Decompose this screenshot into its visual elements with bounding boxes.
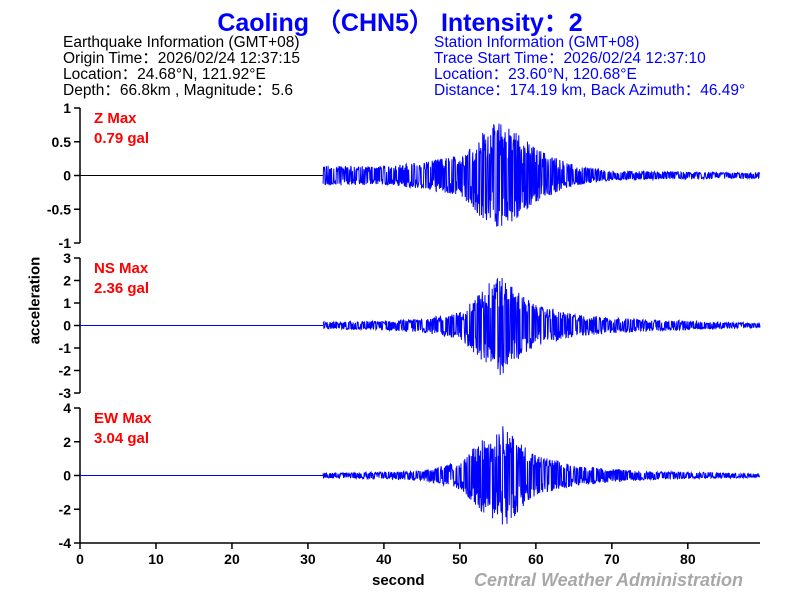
waveform-ew xyxy=(322,426,761,525)
x-tick-label: 60 xyxy=(528,551,544,567)
watermark: Central Weather Administration xyxy=(474,570,744,590)
eq-depth-magnitude: Depth：66.8km , Magnitude：5.6 xyxy=(63,82,294,99)
y-tick-label: -3 xyxy=(59,385,72,401)
y-tick-label: 1 xyxy=(63,100,71,116)
eq-origin-time: Origin Time：2026/02/24 12:37:15 xyxy=(63,50,300,67)
max-value: 3.04 gal xyxy=(94,430,149,447)
max-label: EW Max xyxy=(94,410,152,427)
station-trace-start: Trace Start Time：2026/02/24 12:37:10 xyxy=(434,50,706,67)
station-heading: Station Information (GMT+08) xyxy=(434,34,640,51)
station-location: Location：23.60°N, 120.68°E xyxy=(434,66,637,83)
y-tick-label: 3 xyxy=(63,250,71,266)
y-tick-label: -1 xyxy=(59,235,72,251)
y-tick-label: -2 xyxy=(59,363,72,379)
max-label: NS Max xyxy=(94,260,149,277)
x-tick-label: 30 xyxy=(300,551,316,567)
y-axis-label: acceleration xyxy=(26,256,44,345)
x-tick-label: 40 xyxy=(376,551,392,567)
x-axis-label: second xyxy=(372,572,425,589)
station-distance: Distance：174.19 km, Back Azimuth：46.49° xyxy=(434,82,746,99)
y-tick-label: 1 xyxy=(63,295,71,311)
y-tick-label: -0.5 xyxy=(47,201,71,217)
eq-location: Location：24.68°N, 121.92°E xyxy=(63,66,266,83)
y-tick-label: 0 xyxy=(63,318,71,334)
x-tick-label: 70 xyxy=(604,551,620,567)
y-tick-label: 0 xyxy=(63,168,71,184)
x-tick-label: 10 xyxy=(148,551,164,567)
y-tick-label: 2 xyxy=(63,434,71,450)
panel-ew: 4 2 0 -2 -4 EW Max 3.04 gal xyxy=(59,400,761,551)
max-value: 2.36 gal xyxy=(94,280,149,297)
y-tick-label: 4 xyxy=(63,400,71,416)
waveform-z xyxy=(322,123,761,227)
eq-heading: Earthquake Information (GMT+08) xyxy=(63,34,300,51)
y-tick-label: -4 xyxy=(59,535,72,551)
panel-z: 1 0.5 0 -0.5 -1 Z Max 0.79 gal xyxy=(47,100,761,251)
y-tick-label: 0 xyxy=(63,468,71,484)
station-info: Station Information (GMT+08) Trace Start… xyxy=(434,35,745,99)
earthquake-info: Earthquake Information (GMT+08) Origin T… xyxy=(63,35,300,99)
figure-title: Caoling （CHN5） Intensity：2 xyxy=(217,9,583,37)
x-tick-label: 50 xyxy=(452,551,468,567)
x-tick-label: 0 xyxy=(76,551,84,567)
x-tick-label: 80 xyxy=(680,551,696,567)
waveform-ns xyxy=(322,277,761,376)
y-tick-label: -1 xyxy=(59,340,72,356)
y-tick-label: 0.5 xyxy=(52,134,72,150)
y-tick-label: -2 xyxy=(59,501,72,517)
x-tick-label: 20 xyxy=(224,551,240,567)
y-tick-label: 2 xyxy=(63,273,71,289)
max-value: 0.79 gal xyxy=(94,130,149,147)
panel-ns: 3 2 1 0 -1 -2 -3 NS Max 2.36 gal xyxy=(59,250,761,401)
max-label: Z Max xyxy=(94,110,137,127)
